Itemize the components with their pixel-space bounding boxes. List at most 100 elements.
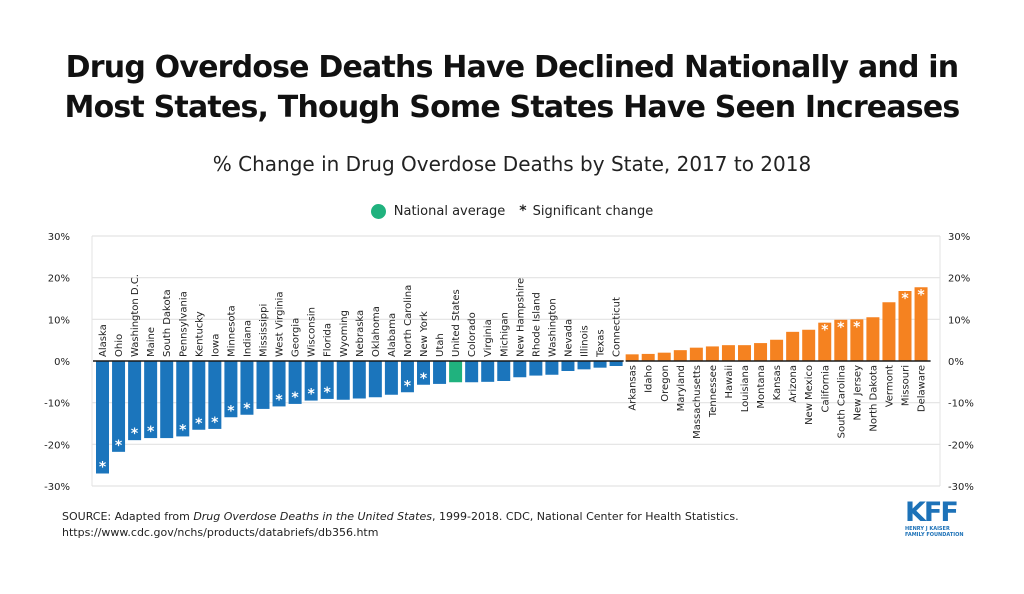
source-url: https://www.cdc.gov/nchs/products/databr… <box>62 526 379 539</box>
category-label: Montana <box>756 365 767 409</box>
bar-north-dakota <box>866 317 880 361</box>
significance-asterisk: * <box>821 323 829 339</box>
significance-asterisk: * <box>211 415 219 431</box>
category-label: North Carolina <box>403 285 414 357</box>
y-tick-label-right: -10% <box>948 399 974 410</box>
category-label: Virginia <box>483 319 494 357</box>
significance-asterisk: * <box>917 287 925 303</box>
category-label: New Hampshire <box>515 278 526 357</box>
bar-arkansas <box>625 354 639 361</box>
category-label: Wyoming <box>339 310 350 357</box>
y-tick-label-left: 10% <box>48 315 70 326</box>
category-label: Massachusetts <box>692 365 703 439</box>
bar-maine <box>144 361 158 439</box>
bar-oklahoma <box>368 361 382 398</box>
bar-maryland <box>673 350 687 361</box>
y-tick-label-left: 20% <box>48 274 70 285</box>
significance-asterisk: * <box>195 416 203 432</box>
source-note: SOURCE: Adapted from Drug Overdose Death… <box>62 509 739 541</box>
category-label: Oregon <box>660 365 671 402</box>
category-label: Maine <box>146 327 157 357</box>
category-label: Minnesota <box>226 305 237 357</box>
bar-new-york <box>417 361 430 385</box>
category-label: United States <box>451 289 462 357</box>
category-label: Missouri <box>901 365 912 406</box>
significance-asterisk: * <box>307 387 315 403</box>
national-average-swatch-icon <box>370 203 386 219</box>
significance-asterisk: * <box>179 422 187 438</box>
bar-south-carolina <box>834 319 848 361</box>
category-label: Arizona <box>788 365 799 403</box>
bar-connecticut <box>609 361 623 366</box>
category-label: Tennessee <box>708 365 719 418</box>
category-label: Alabama <box>387 313 398 357</box>
category-label: Arkansas <box>628 365 639 411</box>
category-label: Texas <box>596 329 607 358</box>
bar-georgia <box>288 361 302 404</box>
bar-nebraska <box>352 361 366 399</box>
category-label: Pennsylvania <box>178 291 189 357</box>
category-label: California <box>820 365 831 413</box>
chart-title: Drug Overdose Deaths Have Declined Natio… <box>0 48 1024 128</box>
bar-south-dakota <box>160 361 174 439</box>
category-label: Vermont <box>884 365 895 407</box>
bar-new-mexico <box>802 329 816 361</box>
logo-line-2: FAMILY FOUNDATION <box>905 532 964 538</box>
significance-asterisk: * <box>131 426 139 442</box>
significance-asterisk: * <box>324 385 332 401</box>
bar-pennsylvania <box>176 361 190 437</box>
category-label: Nebraska <box>355 310 366 357</box>
logo-wordmark: KFF <box>905 497 959 528</box>
significance-asterisk: * <box>853 319 861 335</box>
bar-new-jersey <box>850 319 864 361</box>
category-label: Rhode Island <box>531 292 542 357</box>
y-tick-label-right: 20% <box>948 274 970 285</box>
category-label: New Mexico <box>804 365 815 425</box>
category-label: Indiana <box>242 320 253 357</box>
bar-indiana <box>240 361 254 415</box>
bar-washington-d-c- <box>128 361 142 441</box>
bar-west-virginia <box>272 361 286 407</box>
kff-logo: KFF HENRY J KAISER FAMILY FOUNDATION <box>905 497 980 538</box>
bar-rhode-island <box>529 361 543 376</box>
bar-mississippi <box>256 361 270 409</box>
bar-kansas <box>770 339 784 361</box>
bar-alabama <box>384 361 398 395</box>
bar-new-hampshire <box>513 361 527 378</box>
y-tick-label-left: 0% <box>54 357 70 368</box>
category-label: South Dakota <box>162 289 173 357</box>
bar-wisconsin <box>304 361 318 401</box>
bar-michigan <box>497 361 511 381</box>
bar-alaska <box>96 361 109 474</box>
bar-illinois <box>577 361 591 370</box>
significance-asterisk: * <box>837 320 845 336</box>
category-label: Idaho <box>644 365 655 393</box>
y-tick-label-left: -30% <box>44 482 70 493</box>
significance-asterisk: * <box>243 401 251 417</box>
bar-hawaii <box>721 345 735 361</box>
category-label: Mississippi <box>259 304 270 357</box>
category-label: Louisiana <box>740 365 751 412</box>
chart-title-line-2: Most States, Though Some States Have See… <box>64 90 961 125</box>
bar-tennessee <box>705 346 719 361</box>
category-label: Kansas <box>772 365 783 400</box>
category-label: Iowa <box>210 334 221 357</box>
category-label: New Jersey <box>852 365 863 421</box>
bar-wyoming <box>336 361 350 400</box>
bar-california <box>818 322 832 361</box>
y-tick-label-right: -20% <box>948 440 974 451</box>
chart-title-line-1: Drug Overdose Deaths Have Declined Natio… <box>65 50 959 85</box>
category-label: Washington D.C. <box>130 274 141 357</box>
category-label: Michigan <box>499 312 510 357</box>
bar-washington <box>545 361 559 375</box>
source-suffix: , 1999-2018. CDC, National Center for He… <box>431 510 739 523</box>
logo-line-1: HENRY J KAISER <box>905 526 950 532</box>
category-label: Hawaii <box>724 365 735 399</box>
significance-asterisk: * <box>420 371 428 387</box>
significance-asterisk: * <box>275 392 283 408</box>
category-label: Utah <box>435 333 446 357</box>
category-label: Alaska <box>98 324 109 357</box>
category-label: Colorado <box>467 312 478 357</box>
bar-montana <box>754 343 768 361</box>
category-label: Washington <box>547 298 558 357</box>
